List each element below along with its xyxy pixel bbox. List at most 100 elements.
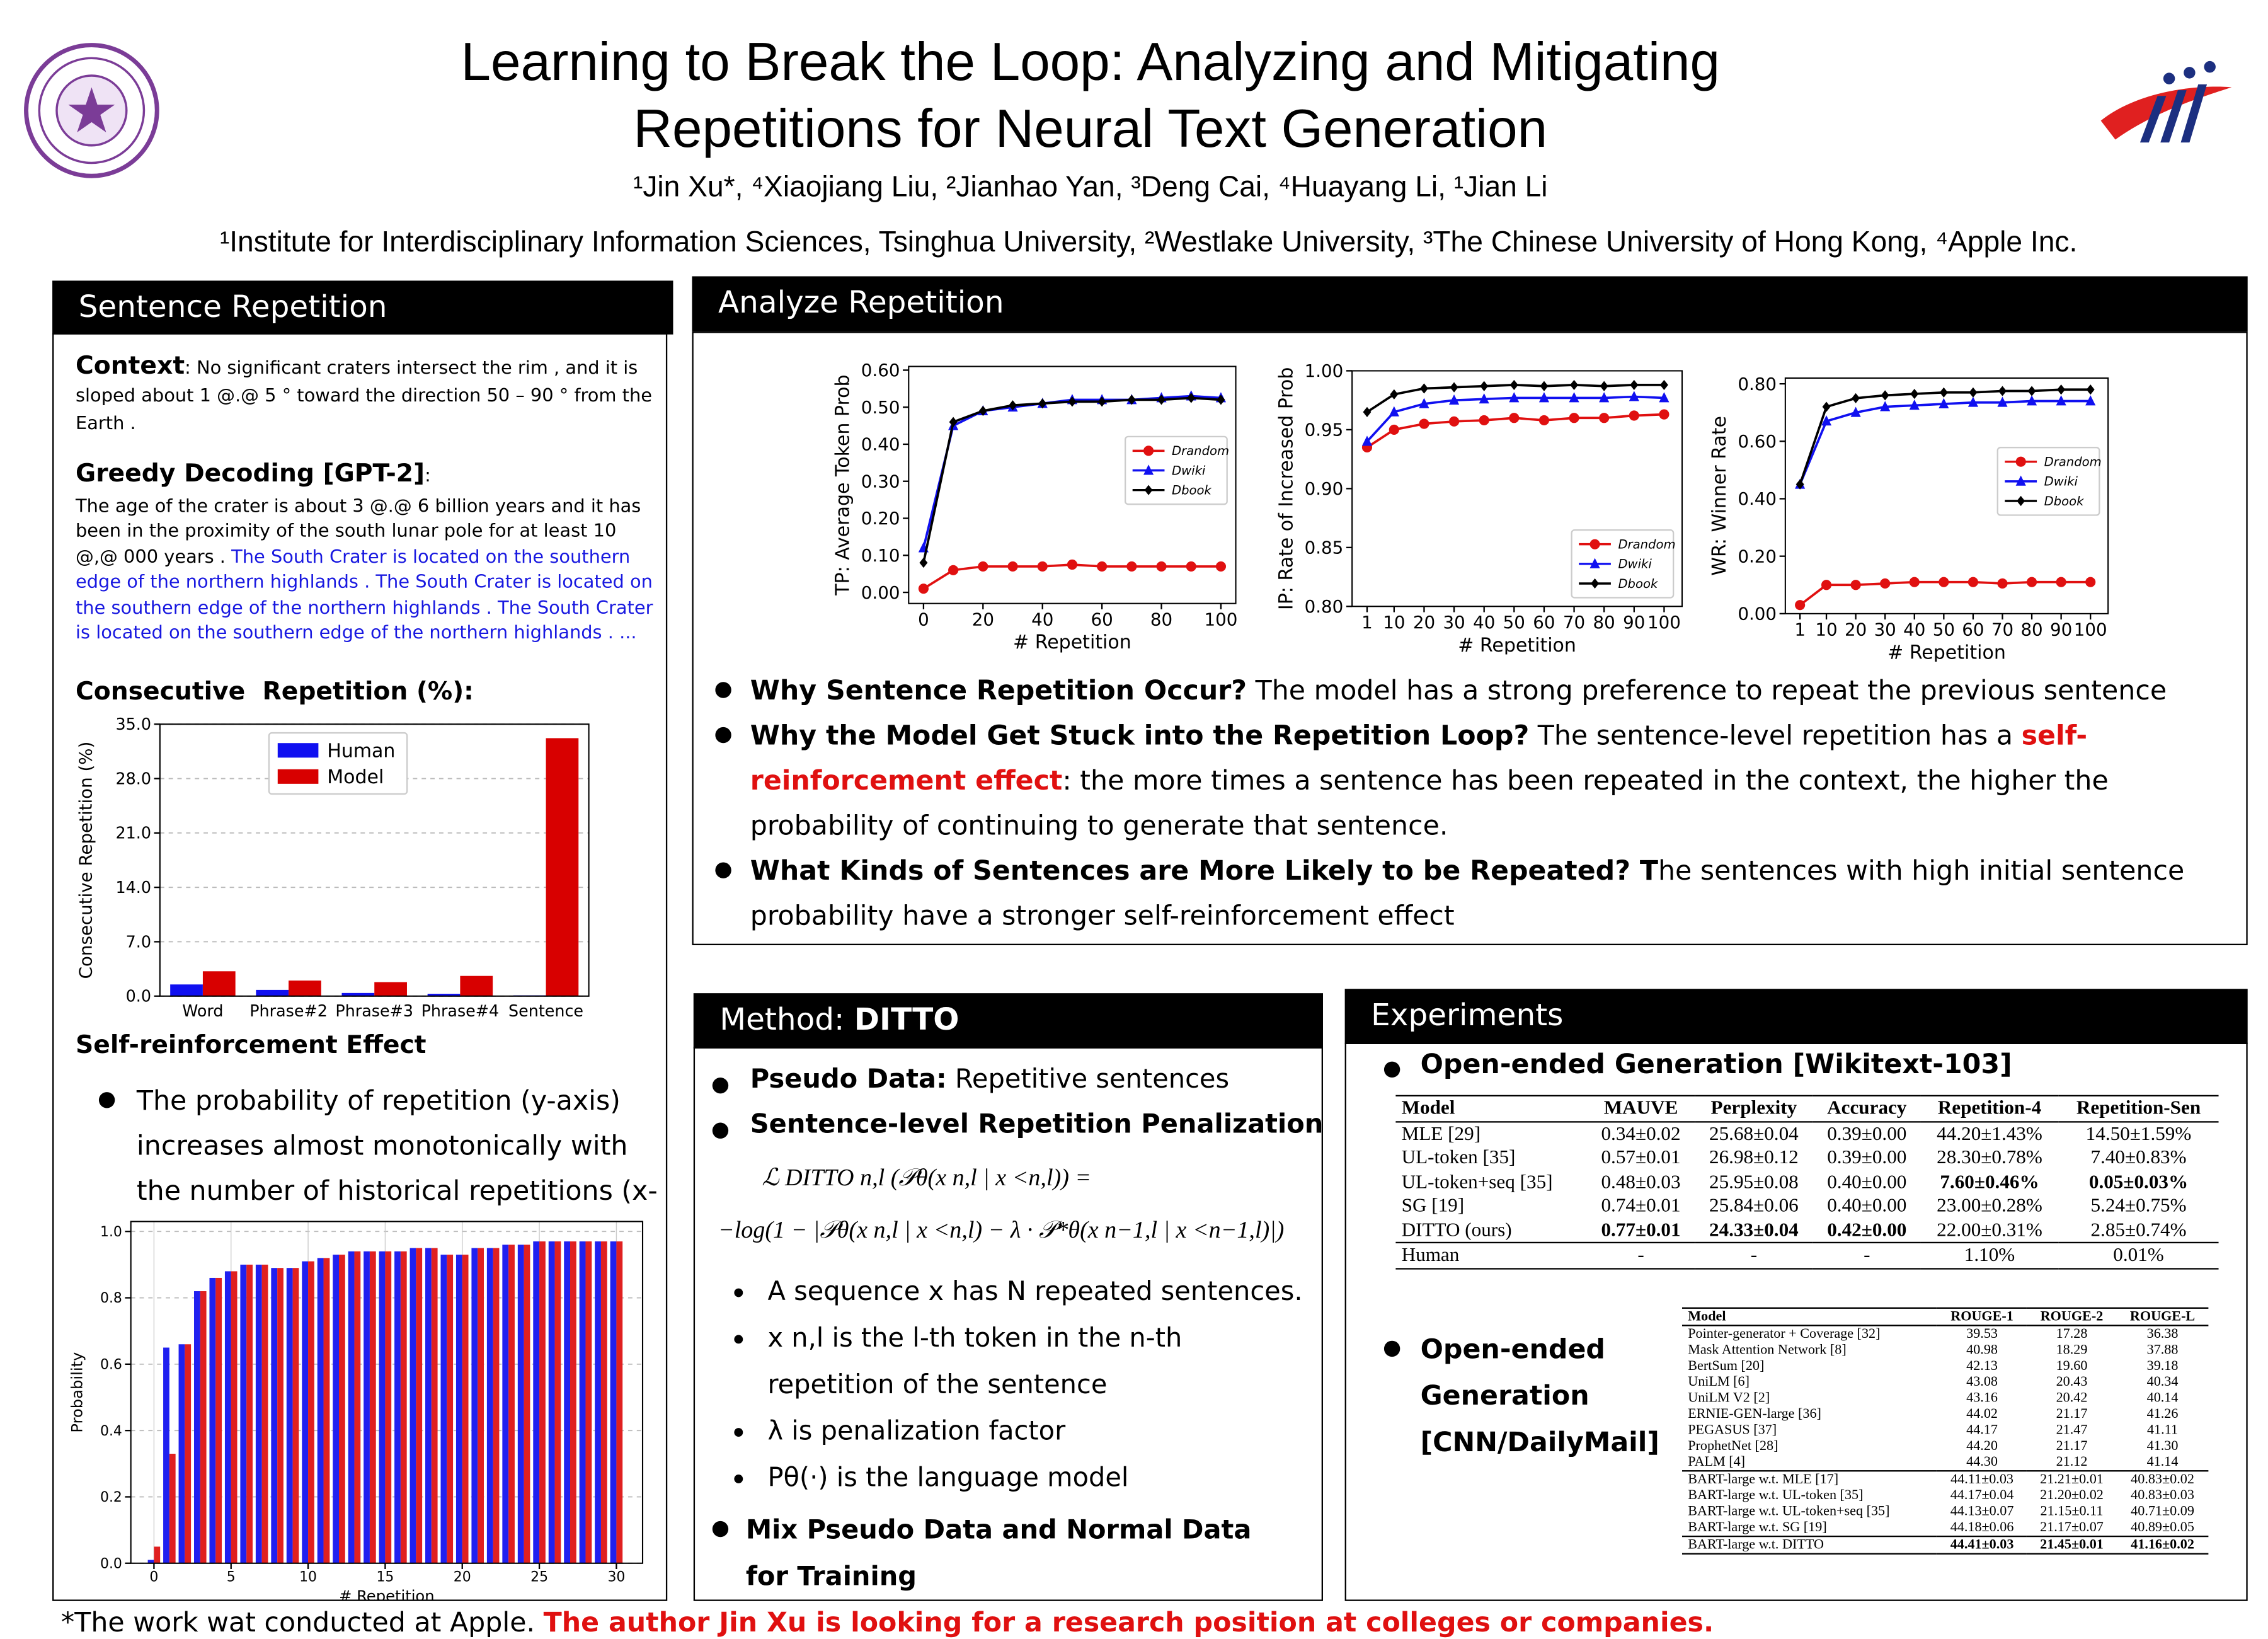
table-cell: 5.24±0.75% <box>2090 1193 2187 1216</box>
column-header: Model <box>1688 1308 1726 1325</box>
marker <box>1509 379 1518 390</box>
marker <box>1967 577 1978 587</box>
table-row: UniLM V2 [2] 43.16 20.42 40.14 <box>1682 1390 2208 1406</box>
x-tick-label: 0 <box>918 609 929 630</box>
table-cell: UniLM V2 [2] <box>1688 1390 1770 1406</box>
marker <box>1659 379 1668 390</box>
table-row: BertSum [20] 42.13 19.60 39.18 <box>1682 1358 2208 1374</box>
marker <box>1997 396 2008 407</box>
table-cell: 44.41±0.03 <box>1950 1537 2014 1553</box>
x-tick-label: 10 <box>299 1570 317 1585</box>
marker <box>1390 389 1399 400</box>
marker <box>918 584 929 594</box>
bar <box>610 1241 617 1563</box>
bullet-text: Pseudo Data: Repetitive sentences <box>750 1064 1229 1095</box>
table-cell: SG [19] <box>1401 1193 1465 1216</box>
bar <box>231 1271 238 1563</box>
greedy-text: The age of the crater is about 3 @.@ 6 b… <box>76 493 641 566</box>
axes-frame <box>1784 377 2109 614</box>
bullet-bold: What Kinds of Sentences are More Likely … <box>750 856 1658 887</box>
table-row: SG [19] 0.74±0.01 25.84±0.06 0.40±0.00 23.00… <box>1395 1194 2218 1218</box>
bar <box>333 1255 339 1563</box>
x-tick-label: 50 <box>1933 619 1955 640</box>
x-tick-label: 100 <box>1647 612 1681 633</box>
bar <box>486 1248 493 1563</box>
marker <box>1850 406 1861 417</box>
x-tick-label: Phrase#2 <box>249 1001 328 1020</box>
equation: ℒ DITTO n,l (𝒫θ(x n,l | x <n,l)) = <box>762 1163 1092 1191</box>
affiliations: ¹Institute for Interdisciplinary Informa… <box>219 227 2078 259</box>
table-cell: 0.34±0.02 <box>1601 1122 1681 1144</box>
bar <box>524 1245 530 1563</box>
table-cell: BART-large w.t. UL-token [35] <box>1688 1487 1864 1504</box>
table-cell: 44.20±1.43% <box>1937 1122 2042 1144</box>
table-cell: PEGASUS [37] <box>1688 1422 1777 1439</box>
marker <box>1909 400 1920 410</box>
shape <box>2139 84 2208 143</box>
bar <box>261 1264 268 1563</box>
shape <box>38 57 146 164</box>
bar <box>564 1241 571 1563</box>
legend-label: Model <box>327 766 384 788</box>
x-tick-label: 10 <box>1815 619 1837 640</box>
table-cell: 41.16±0.02 <box>2131 1537 2194 1553</box>
table-cell: 17.28 <box>2056 1326 2088 1342</box>
table-row: BART-large w.t. DITTO 44.41±0.03 21.45±0.0… <box>1682 1536 2209 1554</box>
marker <box>1880 401 1891 411</box>
table-cell: 44.20 <box>1966 1438 1998 1454</box>
table-cell: 41.26 <box>2146 1406 2179 1422</box>
bar <box>600 1241 607 1563</box>
table-cell: 0.39±0.00 <box>1827 1146 1907 1168</box>
column-header: Perplexity <box>1710 1096 1797 1119</box>
table-row: MLE [29] 0.34±0.02 25.68±0.04 0.39±0.00 44.2… <box>1395 1121 2218 1146</box>
bar <box>539 1241 546 1563</box>
table-cell: Pointer-generator + Coverage [32] <box>1688 1326 1881 1342</box>
x-tick-label: 10 <box>1383 612 1405 633</box>
table-cell: BART-large w.t. DITTO <box>1688 1537 1824 1553</box>
marker <box>1659 409 1670 420</box>
x-tick-label: 1 <box>1794 619 1806 640</box>
column-header: Accuracy <box>1827 1096 1907 1119</box>
column-header: Repetition-4 <box>1937 1096 2042 1119</box>
y-tick-label: 0.30 <box>861 471 900 492</box>
section-heading: Analyze Repetition <box>692 276 2248 332</box>
bar <box>240 1264 247 1563</box>
x-tick-label: 50 <box>1503 612 1525 633</box>
table-row: BART-large w.t. UL-token+seq [35] 44.13±0… <box>1682 1504 2208 1519</box>
legend-label: Dbook <box>2044 494 2085 509</box>
marker <box>1939 577 1949 587</box>
table-cell: 0.48±0.03 <box>1601 1170 1681 1192</box>
y-tick-label: 7.0 <box>126 932 151 951</box>
x-tick-label: 20 <box>1845 619 1867 640</box>
marker <box>1629 410 1639 421</box>
y-tick-label: 0.20 <box>861 508 900 529</box>
marker <box>1599 413 1610 423</box>
table-cell: 28.30±0.78% <box>1937 1146 2042 1168</box>
table-cell: 0.39±0.00 <box>1827 1122 1907 1144</box>
legend-label: Drandom <box>1172 444 1229 458</box>
marker <box>1939 387 1948 398</box>
table-cell: 0.40±0.00 <box>1827 1193 1907 1216</box>
marker <box>1540 381 1549 391</box>
bar <box>256 989 289 996</box>
panel-border <box>692 331 2248 945</box>
bullet <box>98 1092 115 1108</box>
y-tick-label: 28.0 <box>116 769 152 788</box>
legend-label: Dbook <box>1618 577 1658 591</box>
column-header: ROUGE-2 <box>2040 1308 2104 1325</box>
x-tick-label: 20 <box>1413 612 1435 633</box>
marker <box>1097 561 1108 572</box>
bar <box>364 1251 370 1563</box>
marker <box>1448 416 1460 427</box>
bar <box>502 1245 509 1563</box>
bullet-item: What Kinds of Sentences are More Likely … <box>715 849 2227 940</box>
marker <box>1538 415 1550 426</box>
x-tick-label: 60 <box>1533 612 1555 633</box>
context-label: Context <box>76 352 185 381</box>
marker <box>1967 396 1978 407</box>
note-text: A sequence x has N repeated sentences. <box>767 1277 1303 1308</box>
x-tick-label: Phrase#4 <box>421 1001 500 1020</box>
table-row: Pointer-generator + Coverage [32] 39.53 17… <box>1682 1325 2208 1342</box>
footer-note: *The work wat conducted at Apple. <box>60 1608 544 1639</box>
table-cell: 1.10% <box>1964 1243 2015 1265</box>
